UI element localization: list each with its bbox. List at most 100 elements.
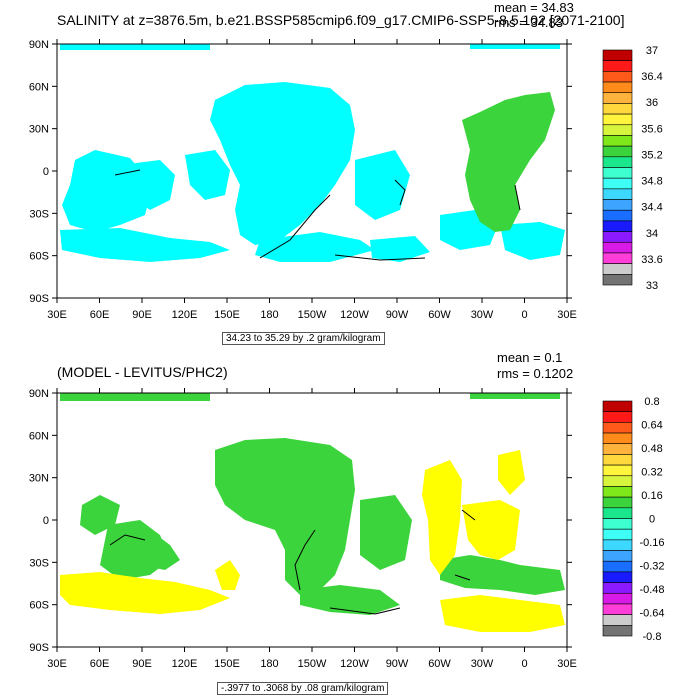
colorbar-swatch: [602, 199, 633, 211]
colorbar-swatch: [602, 231, 633, 243]
y-tick-label: 0: [43, 515, 49, 527]
panel2-colorbar: 0.8 0.64 0.48 0.32 0.16 0 -0.16 -0.32 -0.48 -0.64…: [602, 396, 665, 643]
x-tick-label: 90E: [132, 309, 152, 321]
colorbar-swatch: [602, 124, 633, 136]
colorbar-label: 34: [646, 228, 658, 240]
colorbar-swatch: [602, 528, 633, 541]
colorbar-label: 34.4: [641, 202, 662, 214]
colorbar-swatch: [602, 518, 633, 530]
y-tick-label: 90S: [29, 642, 49, 654]
colorbar-label: 37: [646, 45, 658, 57]
colorbar-swatch: [602, 560, 633, 573]
panel1-rms: rms = 34.83: [494, 15, 564, 30]
y-tick-label: 0: [43, 166, 49, 178]
colorbar-label: 0: [649, 514, 655, 526]
y-tick-label: 30S: [29, 208, 49, 220]
panel2-title: (MODEL - LEVITUS/PHC2): [57, 364, 228, 380]
x-tick-label: 30E: [557, 309, 577, 321]
panel2-y-ticks: 90N 60N 30N 0 30S 60S 90S: [29, 388, 572, 654]
colorbar-swatch: [602, 220, 633, 232]
colorbar-label: 0.48: [641, 443, 662, 455]
x-tick-label: 0: [521, 658, 527, 670]
x-tick-label: 30E: [557, 658, 577, 670]
x-tick-label: 90W: [386, 658, 409, 670]
x-tick-label: 150E: [214, 309, 240, 321]
colorbar-swatch: [602, 135, 633, 147]
colorbar-swatch: [602, 156, 633, 168]
colorbar-swatch: [602, 496, 633, 509]
y-tick-label: 90N: [29, 388, 49, 400]
y-tick-label: 30S: [29, 557, 49, 569]
colorbar-swatch: [602, 507, 633, 519]
panel1-y-ticks: 90N 60N 30N 0 30S 60S 90S: [29, 39, 572, 305]
colorbar-swatch: [602, 614, 633, 626]
panel1-field: [60, 44, 565, 262]
panel2-x-ticks: 30E 60E 90E 120E 150E 180 150W 120W 90W 60W 30W 0 30…: [47, 388, 577, 670]
x-tick-label: 180: [260, 658, 278, 670]
x-tick-label: 120W: [340, 309, 369, 321]
x-tick-label: 30W: [471, 309, 494, 321]
colorbar-swatch: [602, 177, 633, 190]
colorbar-swatch: [602, 454, 633, 466]
colorbar-label: 33: [646, 280, 658, 292]
colorbar-label: 35.6: [641, 123, 662, 135]
colorbar-label: 34.8: [641, 176, 662, 188]
colorbar-swatch: [602, 422, 633, 434]
x-tick-label: 30W: [471, 658, 494, 670]
panel2-field-yellow: [60, 450, 565, 632]
colorbar-swatch: [602, 145, 633, 158]
x-tick-label: 120W: [340, 658, 369, 670]
colorbar-swatch: [602, 49, 633, 61]
panel2-mean: mean = 0.1: [497, 350, 563, 365]
x-tick-label: 150W: [298, 309, 327, 321]
colorbar-swatch: [602, 103, 633, 115]
colorbar-swatch: [602, 582, 633, 594]
colorbar-label: 33.6: [641, 254, 662, 266]
x-tick-label: 90W: [386, 309, 409, 321]
colorbar-swatch: [602, 274, 633, 286]
y-tick-label: 60S: [29, 251, 49, 263]
colorbar-swatch: [602, 539, 633, 551]
colorbar-swatch: [602, 571, 633, 583]
x-tick-label: 150E: [214, 658, 240, 670]
y-tick-label: 60S: [29, 600, 49, 612]
x-tick-label: 90E: [132, 658, 152, 670]
panel2-contours: [109, 509, 476, 615]
colorbar-label: 35.2: [641, 149, 662, 161]
y-tick-label: 90S: [29, 293, 49, 305]
colorbar-label: 0.16: [641, 490, 662, 502]
colorbar-swatch: [602, 550, 633, 562]
x-tick-label: 60W: [428, 309, 451, 321]
colorbar-swatch: [602, 60, 633, 72]
colorbar-swatch: [602, 71, 633, 83]
colorbar-swatch: [602, 432, 633, 445]
panel1-contour-note: 34.23 to 35.29 by .2 gram/kilogram: [222, 332, 385, 345]
x-tick-label: 150W: [298, 658, 327, 670]
y-tick-label: 60N: [29, 81, 49, 93]
colorbar-swatch: [602, 263, 633, 275]
colorbar-swatch: [602, 443, 633, 455]
x-tick-label: 60E: [90, 658, 110, 670]
colorbar-label: 0.32: [641, 467, 662, 479]
y-tick-label: 30N: [29, 124, 49, 136]
panel2-contour-note: -.3977 to .3068 by .08 gram/kilogram: [217, 682, 389, 695]
panel1-field-green: [462, 92, 555, 232]
colorbar-label: -0.8: [643, 631, 662, 643]
x-tick-label: 60W: [428, 658, 451, 670]
colorbar-label: -0.32: [639, 561, 664, 573]
colorbar-swatch: [602, 113, 633, 126]
colorbar-label: -0.48: [639, 584, 664, 596]
colorbar-label: 36: [646, 97, 658, 109]
colorbar-swatch: [602, 411, 633, 423]
colorbar-label: -0.16: [639, 537, 664, 549]
panel1-colorbar: 37 36.4 36 35.6 35.2 34.8 34.4 34 33.6 33: [602, 45, 663, 292]
panel1-contours: [114, 169, 521, 261]
x-tick-label: 60E: [90, 309, 110, 321]
panel1-mean: mean = 34.83: [494, 0, 574, 15]
colorbar-swatch: [602, 400, 633, 412]
x-tick-label: 120E: [172, 658, 198, 670]
colorbar-label: 36.4: [641, 71, 662, 83]
panel2-rms: rms = 0.1202: [497, 366, 574, 381]
x-tick-label: 0: [521, 309, 527, 321]
panel1-x-ticks: 30E 60E 90E 120E 150E 180 150W 120W 90W 60W 30W 0 30…: [47, 39, 577, 321]
